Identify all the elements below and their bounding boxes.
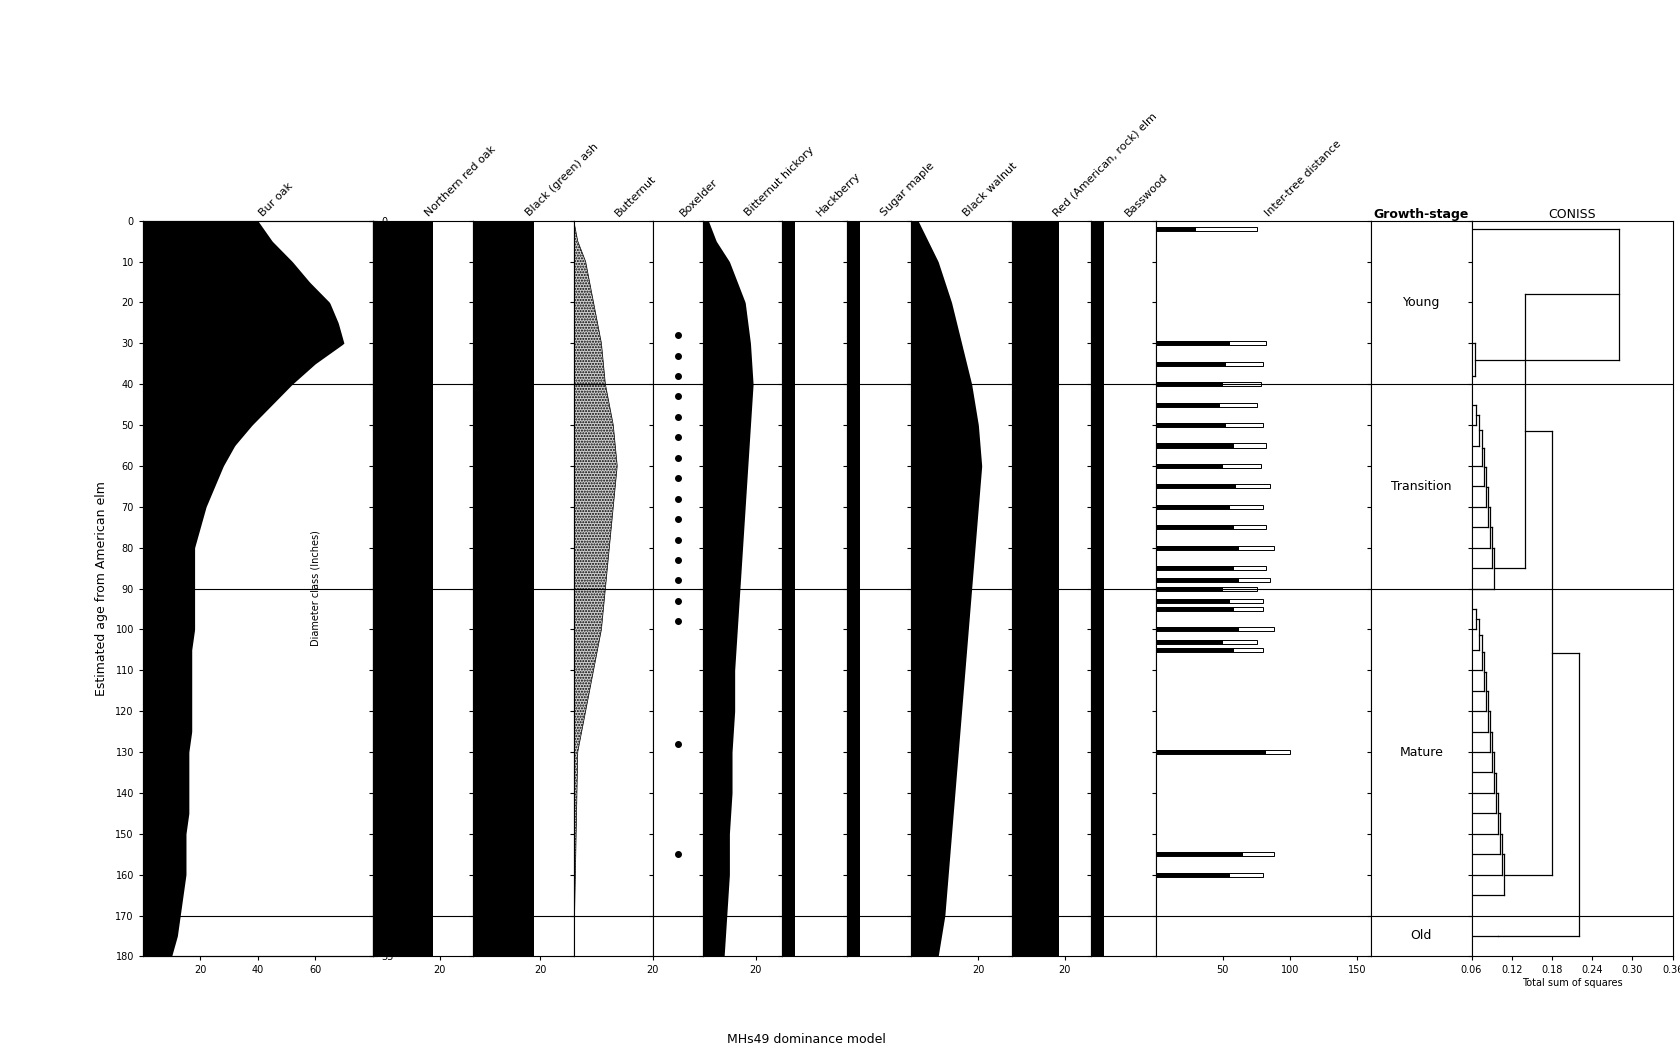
Title: Hackberry: Hackberry: [813, 170, 862, 218]
Bar: [1154, 545, 1238, 550]
Bar: [1154, 383, 1260, 386]
Bar: [1154, 444, 1265, 448]
Title: Bur oak: Bur oak: [257, 181, 296, 218]
Bar: [1154, 599, 1262, 603]
Bar: [1154, 444, 1233, 448]
Title: Bitternut hickory: Bitternut hickory: [743, 145, 815, 218]
Bar: [1154, 423, 1262, 427]
Bar: [1154, 566, 1265, 570]
Bar: [1154, 526, 1265, 530]
Title: Sugar maple: Sugar maple: [879, 161, 936, 218]
Bar: [1154, 403, 1255, 407]
Bar: [1154, 463, 1260, 468]
Title: Northern red oak: Northern red oak: [423, 144, 497, 218]
Bar: [1154, 640, 1221, 643]
Bar: [1154, 362, 1225, 366]
Bar: [1154, 750, 1290, 755]
Bar: [1154, 504, 1262, 509]
Bar: [1154, 586, 1221, 591]
Bar: [1154, 647, 1233, 652]
Title: Red (American, rock) elm: Red (American, rock) elm: [1050, 110, 1158, 218]
Bar: [1154, 627, 1238, 632]
Bar: [1154, 578, 1238, 582]
Bar: [1154, 423, 1225, 427]
Bar: [1154, 872, 1262, 877]
Text: Mature: Mature: [1398, 745, 1443, 759]
Title: Black walnut: Black walnut: [961, 161, 1018, 218]
Bar: [1154, 750, 1265, 755]
Bar: [1154, 566, 1233, 570]
Bar: [1154, 606, 1233, 611]
Title: Inter-tree distance: Inter-tree distance: [1262, 138, 1342, 218]
Text: Diameter class (Inches): Diameter class (Inches): [311, 531, 321, 646]
Title: Black (green) ash: Black (green) ash: [522, 142, 600, 218]
Bar: [1154, 227, 1255, 231]
Bar: [1154, 342, 1265, 346]
Bar: [1154, 342, 1228, 346]
Bar: [1154, 647, 1262, 652]
Bar: [1154, 640, 1255, 643]
Y-axis label: Estimated age from American elm: Estimated age from American elm: [96, 481, 108, 696]
Title: Basswood: Basswood: [1122, 171, 1169, 218]
Bar: [1154, 227, 1194, 231]
Bar: [1154, 606, 1262, 611]
Bar: [1154, 578, 1268, 582]
Bar: [1154, 852, 1242, 857]
X-axis label: Total sum of squares: Total sum of squares: [1520, 978, 1621, 988]
Text: MHs49 dominance model: MHs49 dominance model: [727, 1033, 885, 1046]
Bar: [1154, 485, 1268, 489]
Title: Boxelder: Boxelder: [677, 177, 719, 218]
Text: Old: Old: [1410, 929, 1431, 943]
Bar: [1154, 545, 1273, 550]
Bar: [1154, 403, 1220, 407]
Bar: [1154, 362, 1262, 366]
Text: Transition: Transition: [1389, 480, 1450, 493]
Bar: [1154, 485, 1235, 489]
Text: Young: Young: [1401, 296, 1440, 309]
Bar: [1154, 872, 1228, 877]
Bar: [1154, 383, 1221, 386]
Bar: [1154, 852, 1273, 857]
Bar: [1154, 586, 1255, 591]
Bar: [1154, 504, 1228, 509]
Bar: [1154, 463, 1221, 468]
Bar: [1154, 627, 1273, 632]
Title: Growth-stage: Growth-stage: [1373, 208, 1468, 221]
Title: CONISS: CONISS: [1547, 208, 1594, 221]
Title: Butternut: Butternut: [613, 173, 657, 218]
Bar: [1154, 526, 1233, 530]
Bar: [1154, 599, 1228, 603]
